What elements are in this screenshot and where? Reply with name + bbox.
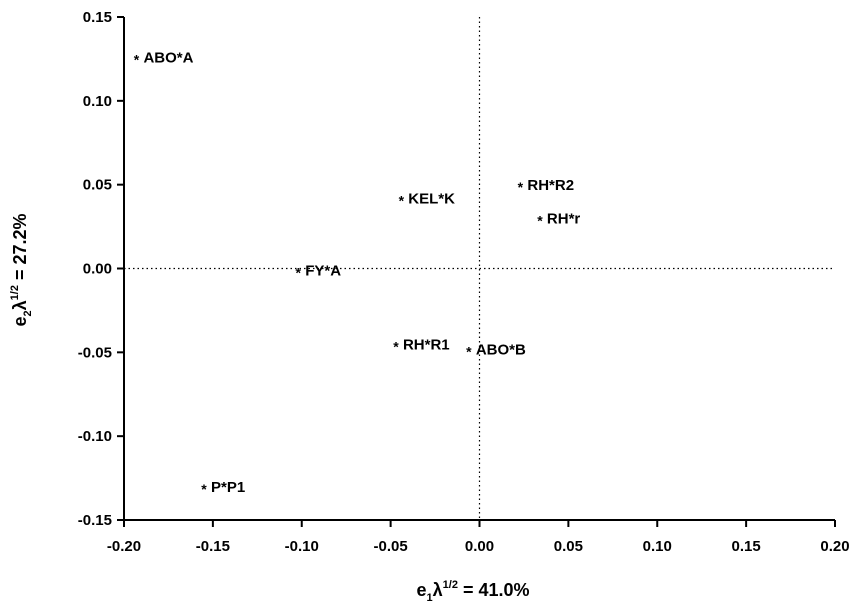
point-marker: * <box>518 179 524 195</box>
y-tick-label: -0.15 <box>78 512 112 529</box>
point-marker: * <box>134 52 140 68</box>
y-tick-label: 0.10 <box>83 93 112 110</box>
point-label: RH*R2 <box>527 177 574 194</box>
data-point: * RH*R1 <box>393 336 449 354</box>
x-tick-label: 0.00 <box>465 538 494 555</box>
point-label: P*P1 <box>211 479 245 496</box>
data-point: * KEL*K <box>399 190 456 208</box>
data-points: * ABO*A* KEL*K* RH*R2* RH*r* FY*A* RH*R1 * ABO*B… <box>134 50 581 497</box>
point-label: RH*R1 <box>403 336 450 353</box>
point-marker: * <box>466 343 472 359</box>
x-tick-label: 0.15 <box>732 538 761 555</box>
y-axis-title: e2λ1/2 = 27.2% <box>9 213 34 326</box>
x-tick-label: 0.20 <box>820 538 849 555</box>
data-point: * RH*r <box>537 211 580 229</box>
x-tick-label: -0.20 <box>107 538 141 555</box>
data-point: * FY*A <box>295 263 341 281</box>
point-label: KEL*K <box>408 190 455 207</box>
point-marker: * <box>201 481 207 497</box>
x-tick-label: -0.05 <box>374 538 408 555</box>
x-axis-title: e1λ1/2 = 41.0% <box>416 579 529 604</box>
point-label: FY*A <box>305 263 341 280</box>
point-label: RH*r <box>547 211 581 228</box>
y-tick-label: 0.00 <box>83 261 112 278</box>
reference-lines <box>124 17 835 520</box>
x-tick-label: 0.10 <box>643 538 672 555</box>
x-tick-label: -0.15 <box>196 538 230 555</box>
point-marker: * <box>399 192 405 208</box>
point-marker: * <box>295 265 301 281</box>
y-tick-label: 0.05 <box>83 177 112 194</box>
point-label: ABO*B <box>476 341 526 358</box>
ticks: -0.20 -0.15 -0.10 -0.05 0.00 0.05 0.10 0.15 0.20… <box>78 9 850 555</box>
point-marker: * <box>393 338 399 354</box>
data-point: * P*P1 <box>201 479 245 497</box>
x-tick-label: -0.10 <box>285 538 319 555</box>
x-tick-label: 0.05 <box>554 538 583 555</box>
y-tick-label: -0.05 <box>78 344 112 361</box>
point-marker: * <box>537 213 543 229</box>
data-point: * ABO*A <box>134 50 194 68</box>
data-point: * ABO*B <box>466 341 526 359</box>
y-tick-label: 0.15 <box>83 9 112 26</box>
point-label: ABO*A <box>143 50 193 67</box>
data-point: * RH*R2 <box>518 177 574 195</box>
y-tick-label: -0.10 <box>78 428 112 445</box>
